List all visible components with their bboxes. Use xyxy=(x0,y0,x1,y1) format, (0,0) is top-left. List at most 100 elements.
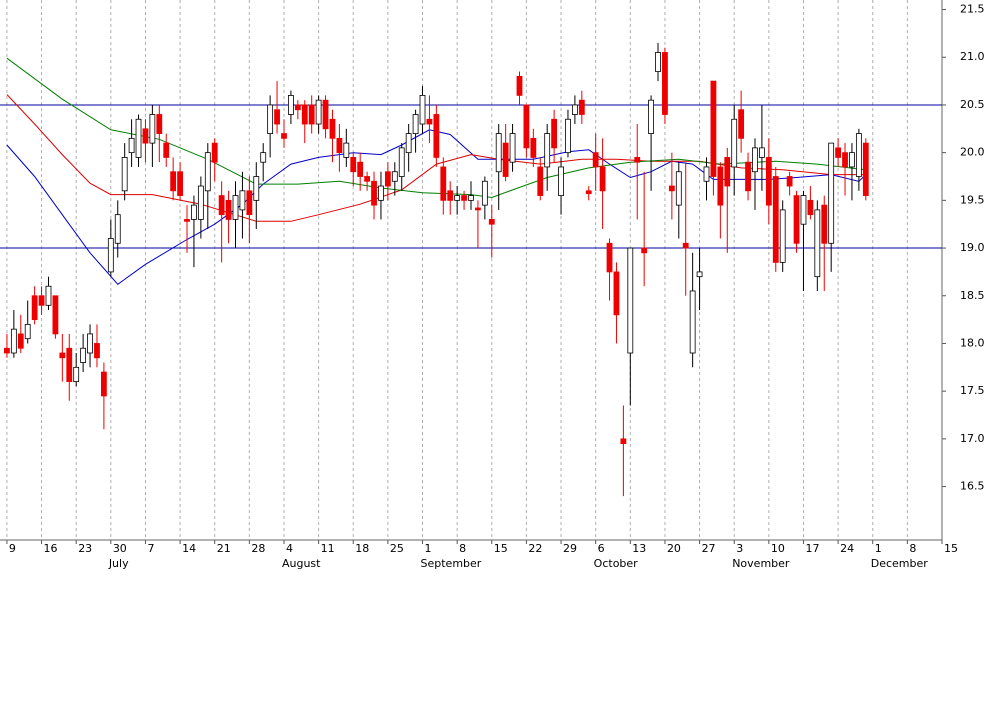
x-tick-label: 1 xyxy=(875,542,882,555)
x-tick-label: 30 xyxy=(113,542,127,555)
candle-body xyxy=(752,147,758,173)
candle-body xyxy=(509,133,516,163)
candle-body xyxy=(668,185,675,192)
candle-body xyxy=(696,271,703,278)
x-tick-label: 22 xyxy=(528,542,542,555)
x-tick-label: 15 xyxy=(944,542,958,555)
candle-body xyxy=(502,142,509,177)
y-tick-label: 20.0 xyxy=(960,146,985,159)
candle-body xyxy=(475,207,481,211)
candle-body xyxy=(371,180,377,206)
candle-body xyxy=(842,152,848,168)
month-label: August xyxy=(282,557,321,570)
candle-body xyxy=(170,171,177,192)
candle-body xyxy=(537,166,544,196)
candle-body xyxy=(45,285,52,306)
candle-body xyxy=(724,157,731,187)
candle-body xyxy=(627,247,634,354)
x-tick-label: 20 xyxy=(667,542,681,555)
x-tick-label: 8 xyxy=(909,542,916,555)
month-label: July xyxy=(108,557,129,570)
candle-body xyxy=(821,204,828,244)
y-tick-label: 17.0 xyxy=(960,432,985,445)
x-tick-label: 27 xyxy=(702,542,716,555)
candle-body xyxy=(197,185,204,220)
y-tick-label: 19.5 xyxy=(960,193,985,206)
x-tick-label: 18 xyxy=(355,542,369,555)
candle-body xyxy=(204,152,211,192)
candle-body xyxy=(468,195,474,201)
candle-body xyxy=(862,142,869,196)
candle-body xyxy=(184,219,190,222)
candle-body xyxy=(592,152,599,168)
candle-body xyxy=(315,99,322,125)
candle-body xyxy=(350,157,357,173)
x-tick-label: 8 xyxy=(459,542,466,555)
candle-body xyxy=(24,323,31,340)
y-tick-label: 21.0 xyxy=(960,50,985,63)
x-tick-label: 29 xyxy=(563,542,577,555)
candle-body xyxy=(225,199,232,220)
candle-body xyxy=(114,214,121,244)
candle-body xyxy=(759,147,765,158)
candle-body xyxy=(675,171,682,206)
candle-body xyxy=(149,114,156,144)
candle-body xyxy=(849,152,855,168)
candle-body xyxy=(87,333,93,354)
candle-body xyxy=(606,242,613,273)
candle-body xyxy=(662,52,668,115)
candle-body xyxy=(807,199,814,216)
x-tick-label: 9 xyxy=(9,542,16,555)
x-tick-label: 11 xyxy=(321,542,335,555)
candle-body xyxy=(135,118,142,158)
x-tick-label: 21 xyxy=(217,542,231,555)
candle-body xyxy=(800,195,807,225)
candle-body xyxy=(454,195,461,201)
x-tick-label: 10 xyxy=(771,542,785,555)
candle-body xyxy=(267,104,274,134)
candle-body xyxy=(66,347,73,383)
x-tick-label: 7 xyxy=(147,542,154,555)
x-tick-label: 23 xyxy=(78,542,92,555)
x-tick-label: 1 xyxy=(425,542,432,555)
x-tick-label: 25 xyxy=(390,542,404,555)
candle-body xyxy=(530,137,537,158)
candle-body xyxy=(239,190,246,211)
candle-body xyxy=(38,295,45,306)
candle-body xyxy=(357,161,364,177)
candle-body xyxy=(4,347,10,354)
candle-body xyxy=(281,133,287,139)
candle-body xyxy=(73,366,80,383)
candle-body xyxy=(191,204,197,220)
candle-body xyxy=(378,185,384,201)
candle-body xyxy=(412,114,419,134)
candle-body xyxy=(398,147,405,177)
candle-body xyxy=(738,109,745,139)
candle-body xyxy=(828,142,835,244)
x-tick-label: 15 xyxy=(494,542,508,555)
month-label: September xyxy=(421,557,482,570)
candle-body xyxy=(121,157,128,192)
candle-body xyxy=(211,142,218,163)
candle-body xyxy=(426,118,433,125)
candle-body xyxy=(405,133,412,154)
candle-body xyxy=(558,166,564,196)
candle-body xyxy=(544,133,551,168)
candle-body xyxy=(814,209,821,278)
candle-body xyxy=(779,209,786,263)
candle-body xyxy=(59,352,66,359)
candle-body xyxy=(655,52,661,72)
y-tick-label: 20.5 xyxy=(960,98,985,111)
candle-body xyxy=(765,157,772,206)
candle-body xyxy=(31,295,38,321)
candle-body xyxy=(551,118,558,149)
candle-body xyxy=(274,109,280,125)
candle-body xyxy=(288,95,294,115)
candle-body xyxy=(128,137,135,154)
candle-body xyxy=(433,114,440,158)
candle-body xyxy=(793,195,800,244)
candle-body xyxy=(156,114,163,134)
candle-body xyxy=(648,99,654,134)
candle-body xyxy=(613,271,620,316)
candle-body xyxy=(322,99,329,130)
